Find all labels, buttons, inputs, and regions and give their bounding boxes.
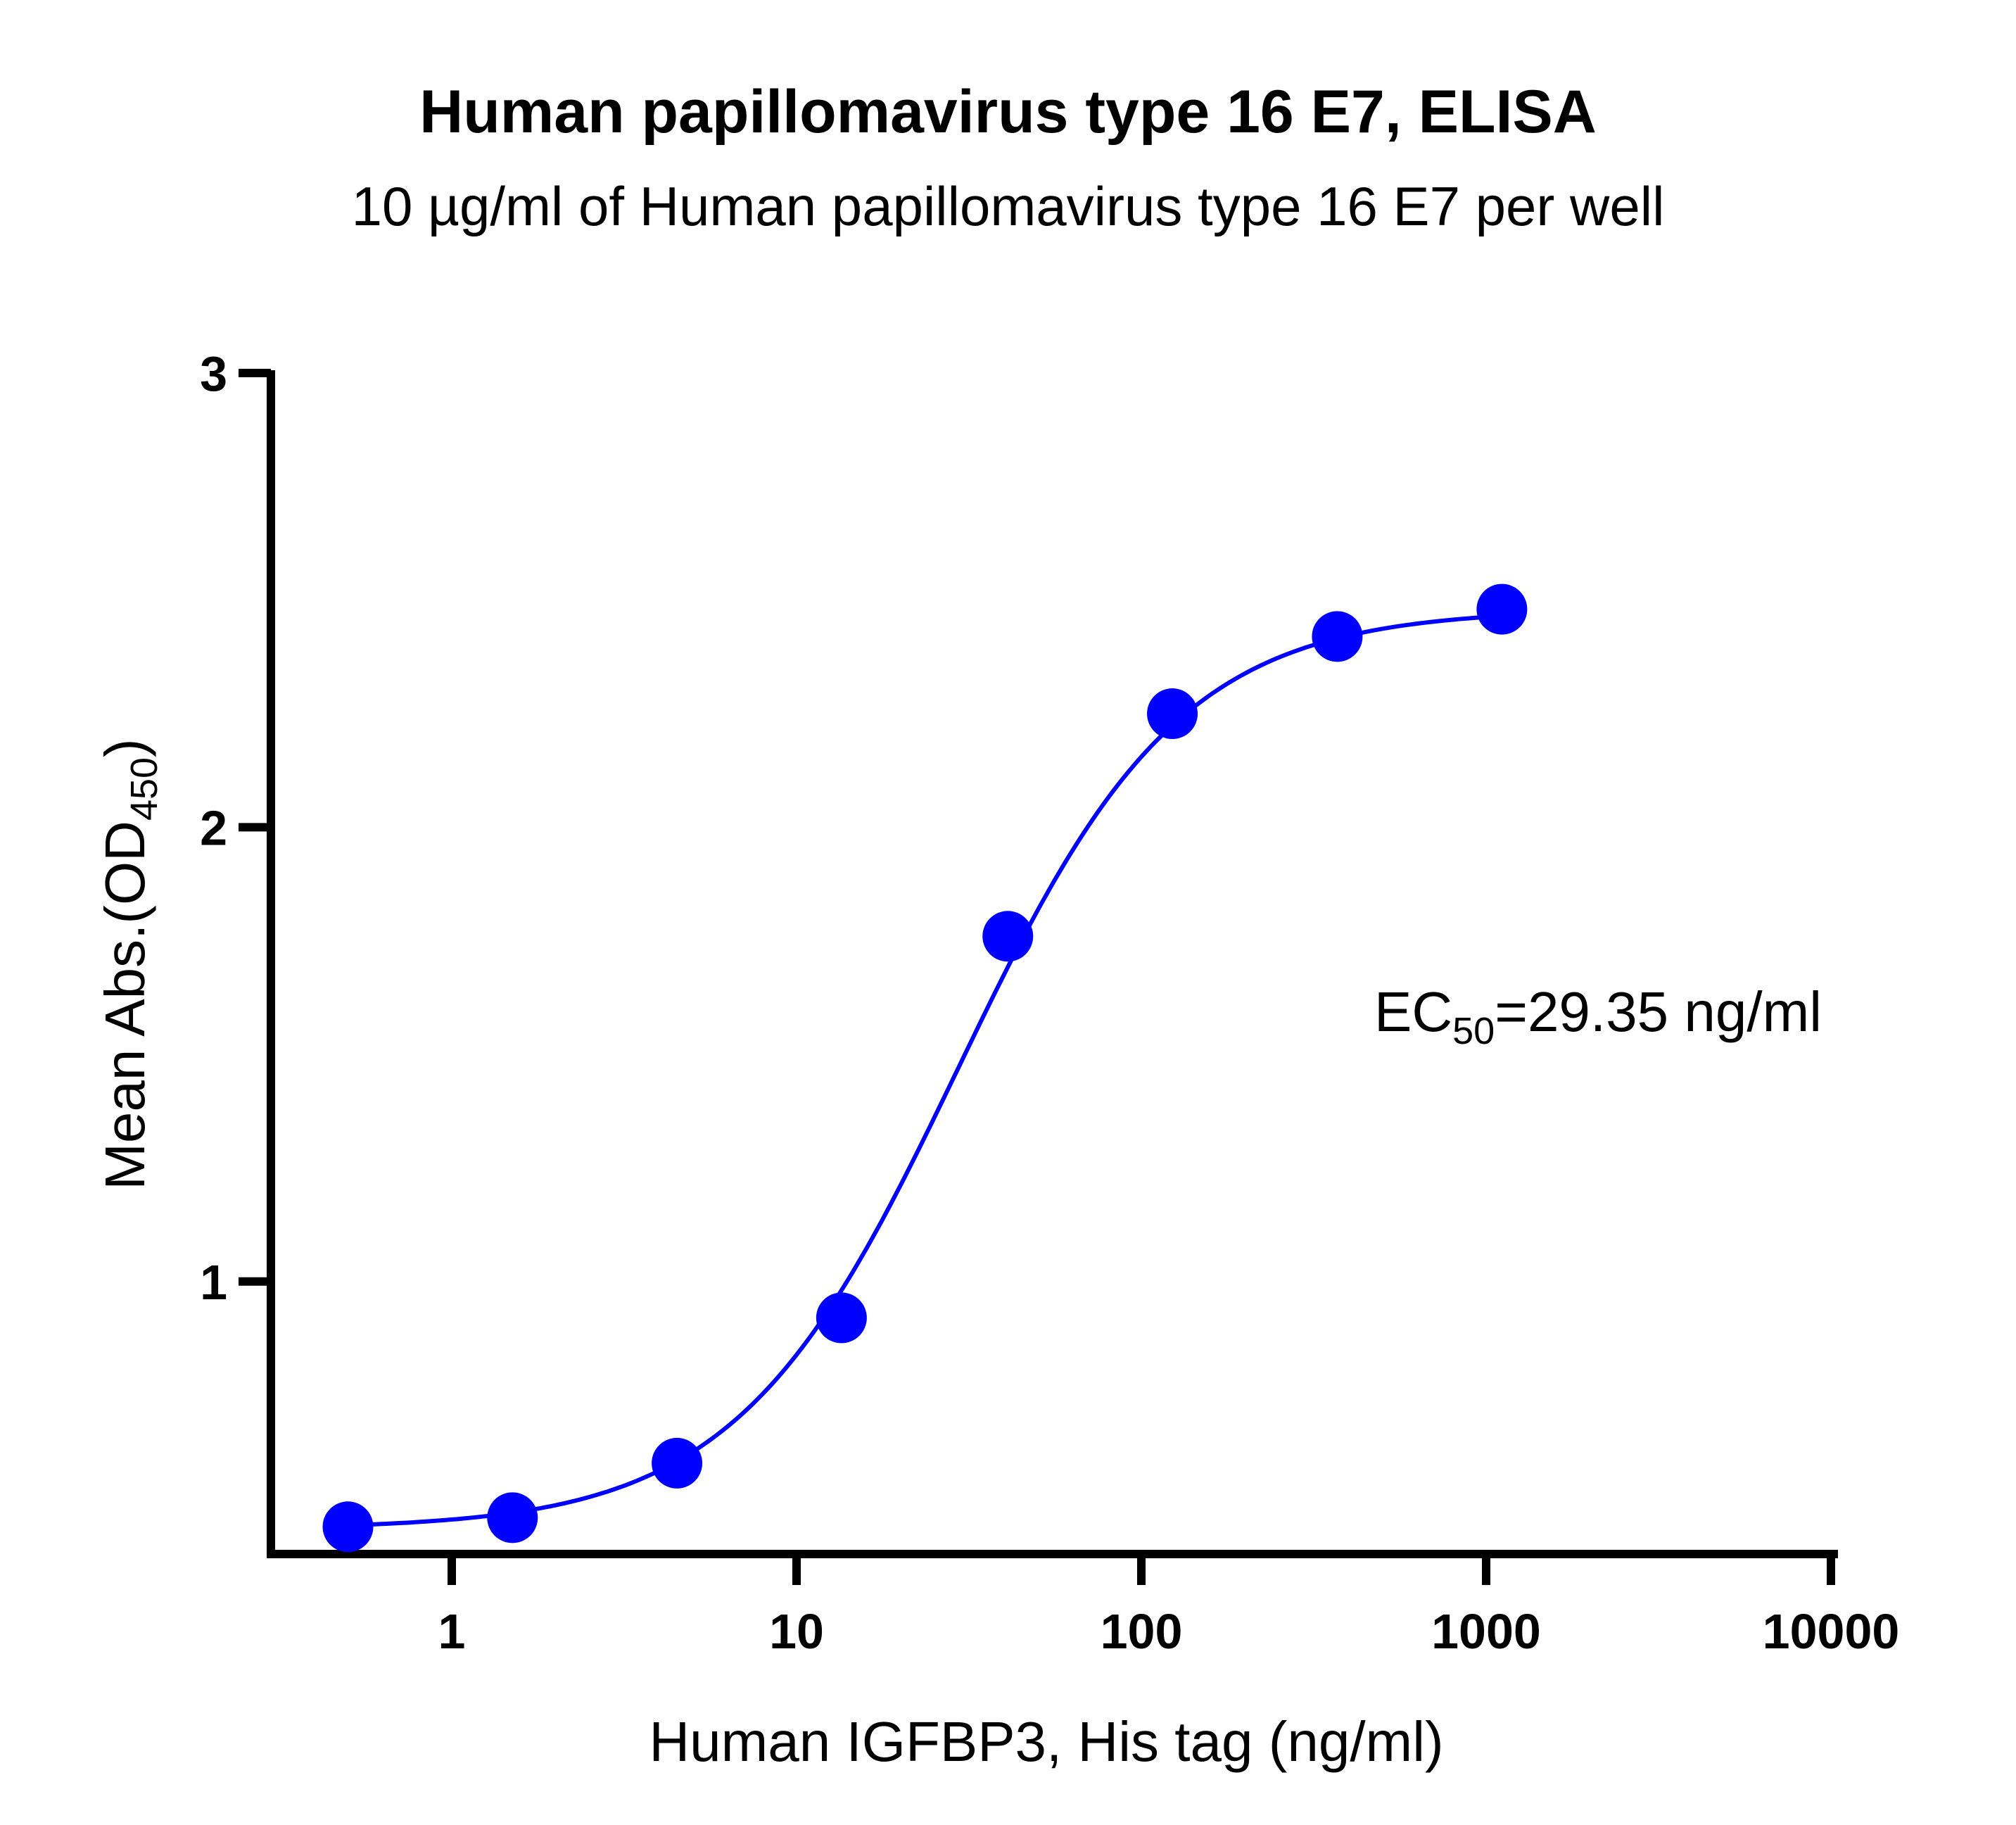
y-tick-label: 1 bbox=[200, 1255, 227, 1310]
x-tick-label: 10 bbox=[769, 1604, 824, 1659]
data-point bbox=[1312, 611, 1363, 662]
ec50-sub: 50 bbox=[1452, 1010, 1495, 1052]
data-point bbox=[322, 1501, 374, 1553]
axes bbox=[267, 370, 1838, 1558]
x-tick-label: 1000 bbox=[1431, 1604, 1541, 1659]
y-axis-label: Mean Abs.(OD450) bbox=[94, 738, 165, 1189]
fit-curve bbox=[348, 614, 1502, 1528]
data-points bbox=[322, 583, 1528, 1553]
x-axis-label: Human IGFBP3, His tag (ng/ml) bbox=[649, 1710, 1443, 1773]
data-point bbox=[816, 1292, 867, 1344]
y-tick-label: 2 bbox=[200, 800, 227, 855]
y-axis-label-end: ) bbox=[94, 738, 156, 757]
chart-subtitle: 10 µg/ml of Human papillomavirus type 16… bbox=[351, 175, 1665, 237]
ec50-text: =29.35 ng/ml bbox=[1495, 980, 1822, 1043]
chart-title: Human papillomavirus type 16 E7, ELISA bbox=[419, 78, 1597, 146]
data-point bbox=[1147, 688, 1198, 740]
y-axis-label-main: Mean Abs.(OD bbox=[94, 821, 156, 1190]
x-tick-label: 10000 bbox=[1763, 1604, 1900, 1659]
data-point bbox=[652, 1437, 703, 1489]
fit-curve-group bbox=[348, 614, 1502, 1528]
y-ticks: 1 2 3 bbox=[200, 346, 271, 1310]
x-tick-label: 100 bbox=[1101, 1604, 1183, 1659]
ec50-prefix: EC bbox=[1374, 980, 1452, 1043]
x-ticks: 1 10 100 1000 10000 bbox=[438, 1554, 1900, 1659]
ec50-annotation: EC50=29.35 ng/ml bbox=[1374, 980, 1822, 1052]
data-point bbox=[487, 1492, 538, 1543]
y-axis-label-sub: 450 bbox=[123, 757, 165, 821]
x-tick-label: 1 bbox=[438, 1604, 466, 1659]
data-point bbox=[1476, 583, 1528, 635]
y-tick-label: 3 bbox=[200, 346, 227, 401]
data-point bbox=[982, 911, 1034, 962]
